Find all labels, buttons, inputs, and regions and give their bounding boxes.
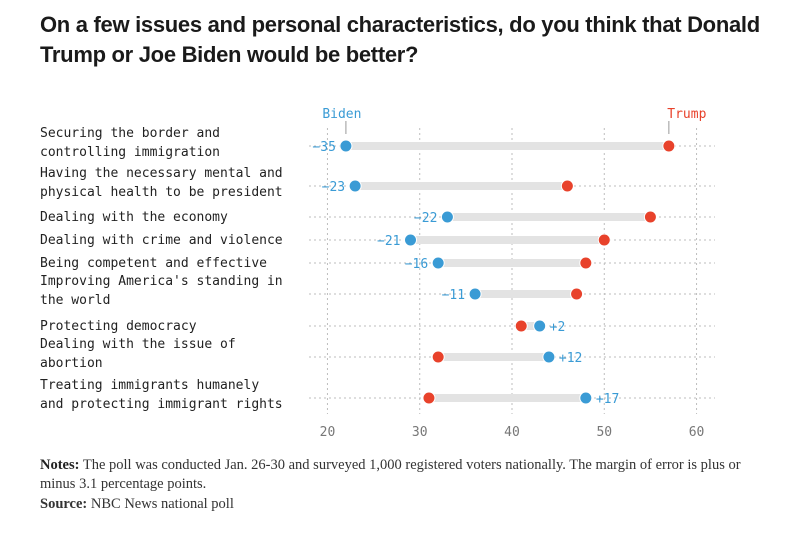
difference-label: −35 bbox=[312, 140, 335, 155]
category-label: Having the necessary mental and bbox=[40, 166, 283, 181]
notes-text: The poll was conducted Jan. 26-30 and su… bbox=[40, 457, 741, 492]
trump-dot bbox=[422, 391, 436, 405]
x-tick-label: 40 bbox=[504, 425, 520, 440]
biden-dot bbox=[348, 179, 362, 193]
biden-dot bbox=[468, 287, 482, 301]
category-label: Dealing with the issue of bbox=[40, 337, 236, 352]
source: Source: NBC News national poll bbox=[40, 495, 760, 514]
chart-title: On a few issues and personal characteris… bbox=[40, 12, 760, 67]
difference-label: −16 bbox=[405, 257, 428, 272]
range-bar bbox=[355, 182, 568, 190]
trump-dot bbox=[579, 256, 593, 270]
difference-label: −23 bbox=[322, 180, 345, 195]
legend-biden: Biden bbox=[322, 107, 361, 122]
trump-dot bbox=[514, 319, 528, 333]
difference-label: +2 bbox=[550, 320, 566, 335]
x-tick-label: 20 bbox=[320, 425, 336, 440]
category-label: abortion bbox=[40, 356, 103, 371]
legend-trump: Trump bbox=[667, 107, 706, 122]
difference-label: −21 bbox=[377, 234, 400, 249]
range-bar bbox=[428, 394, 586, 402]
range-bar bbox=[521, 322, 540, 330]
category-label: controlling immigration bbox=[40, 145, 220, 160]
source-label: Source: bbox=[40, 496, 88, 512]
difference-label: +12 bbox=[559, 351, 582, 366]
biden-dot bbox=[440, 210, 454, 224]
difference-label: +17 bbox=[596, 392, 619, 407]
range-bar bbox=[438, 259, 586, 267]
range-bar bbox=[475, 290, 577, 298]
trump-dot bbox=[570, 287, 584, 301]
category-label: Dealing with the economy bbox=[40, 210, 228, 225]
biden-dot bbox=[542, 350, 556, 364]
trump-dot bbox=[597, 233, 611, 247]
category-label: Dealing with crime and violence bbox=[40, 233, 283, 248]
range-bar bbox=[410, 236, 605, 244]
trump-dot bbox=[643, 210, 657, 224]
range-bar bbox=[438, 353, 549, 361]
category-label: Protecting democracy bbox=[40, 319, 197, 334]
notes-label: Notes: bbox=[40, 457, 80, 473]
difference-label: −11 bbox=[442, 288, 465, 303]
category-label: the world bbox=[40, 293, 110, 308]
category-label: Treating immigrants humanely bbox=[40, 378, 259, 393]
category-label: Being competent and effective bbox=[40, 256, 267, 271]
trump-dot bbox=[560, 179, 574, 193]
x-tick-label: 30 bbox=[412, 425, 428, 440]
trump-dot bbox=[662, 139, 676, 153]
category-label: physical health to be president bbox=[40, 185, 283, 200]
biden-dot bbox=[533, 319, 547, 333]
x-tick-label: 50 bbox=[596, 425, 612, 440]
range-bar bbox=[447, 213, 651, 221]
category-label: Improving America's standing in bbox=[40, 274, 283, 289]
biden-dot bbox=[431, 256, 445, 270]
category-label: and protecting immigrant rights bbox=[40, 397, 283, 412]
trump-dot bbox=[431, 350, 445, 364]
biden-dot bbox=[339, 139, 353, 153]
notes: Notes: The poll was conducted Jan. 26-30… bbox=[40, 456, 760, 494]
difference-label: −22 bbox=[414, 211, 437, 226]
category-label: Securing the border and bbox=[40, 126, 220, 141]
range-bar bbox=[345, 142, 669, 150]
x-tick-label: 60 bbox=[689, 425, 705, 440]
source-text: NBC News national poll bbox=[90, 496, 234, 512]
biden-dot bbox=[579, 391, 593, 405]
biden-dot bbox=[404, 233, 417, 247]
